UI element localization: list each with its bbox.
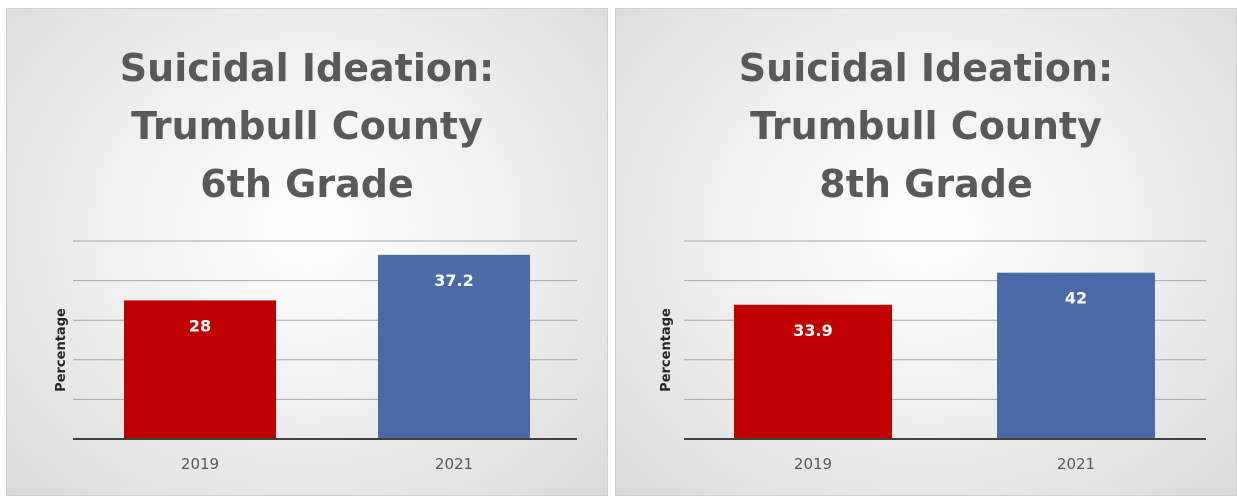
- chart-title-line-2: Trumbull County: [131, 104, 483, 148]
- bar-2019: [124, 300, 276, 439]
- chart-panel-6th-grade: Suicidal Ideation: Trumbull County 6th G…: [6, 8, 608, 496]
- data-label-2019: 28: [189, 316, 211, 335]
- x-tick-label-2021: 2021: [435, 455, 473, 473]
- chart-title-line-1: Suicidal Ideation:: [119, 46, 495, 90]
- bar-2021: [997, 272, 1155, 439]
- x-tick-label-2021: 2021: [1057, 455, 1095, 473]
- bar-2019: [734, 304, 892, 439]
- y-axis-label: Percentage: [54, 308, 69, 392]
- chart-title-line-2: Trumbull County: [750, 104, 1102, 148]
- data-label-2021: 42: [1065, 289, 1087, 308]
- bar-chart-6th-grade: 28 2019 37.2 2021 Percentage: [54, 240, 577, 473]
- x-tick-label-2019: 2019: [181, 455, 219, 473]
- bar-chart-8th-grade: 33.9 2019 42 2021 Percentage: [659, 240, 1206, 473]
- chart-title-line-1: Suicidal Ideation:: [738, 46, 1114, 90]
- chart-title-line-3: 6th Grade: [200, 162, 414, 206]
- chart-title: Suicidal Ideation: Trumbull County 6th G…: [7, 39, 607, 213]
- y-axis-label: Percentage: [659, 308, 674, 392]
- x-tick-label-2019: 2019: [794, 455, 832, 473]
- data-label-2021: 37.2: [434, 271, 473, 290]
- chart-panel-8th-grade: Suicidal Ideation: Trumbull County 8th G…: [615, 8, 1237, 496]
- bar-2021: [378, 254, 530, 439]
- data-label-2019: 33.9: [793, 321, 832, 340]
- chart-title-line-3: 8th Grade: [819, 162, 1033, 206]
- chart-title: Suicidal Ideation: Trumbull County 8th G…: [616, 39, 1236, 213]
